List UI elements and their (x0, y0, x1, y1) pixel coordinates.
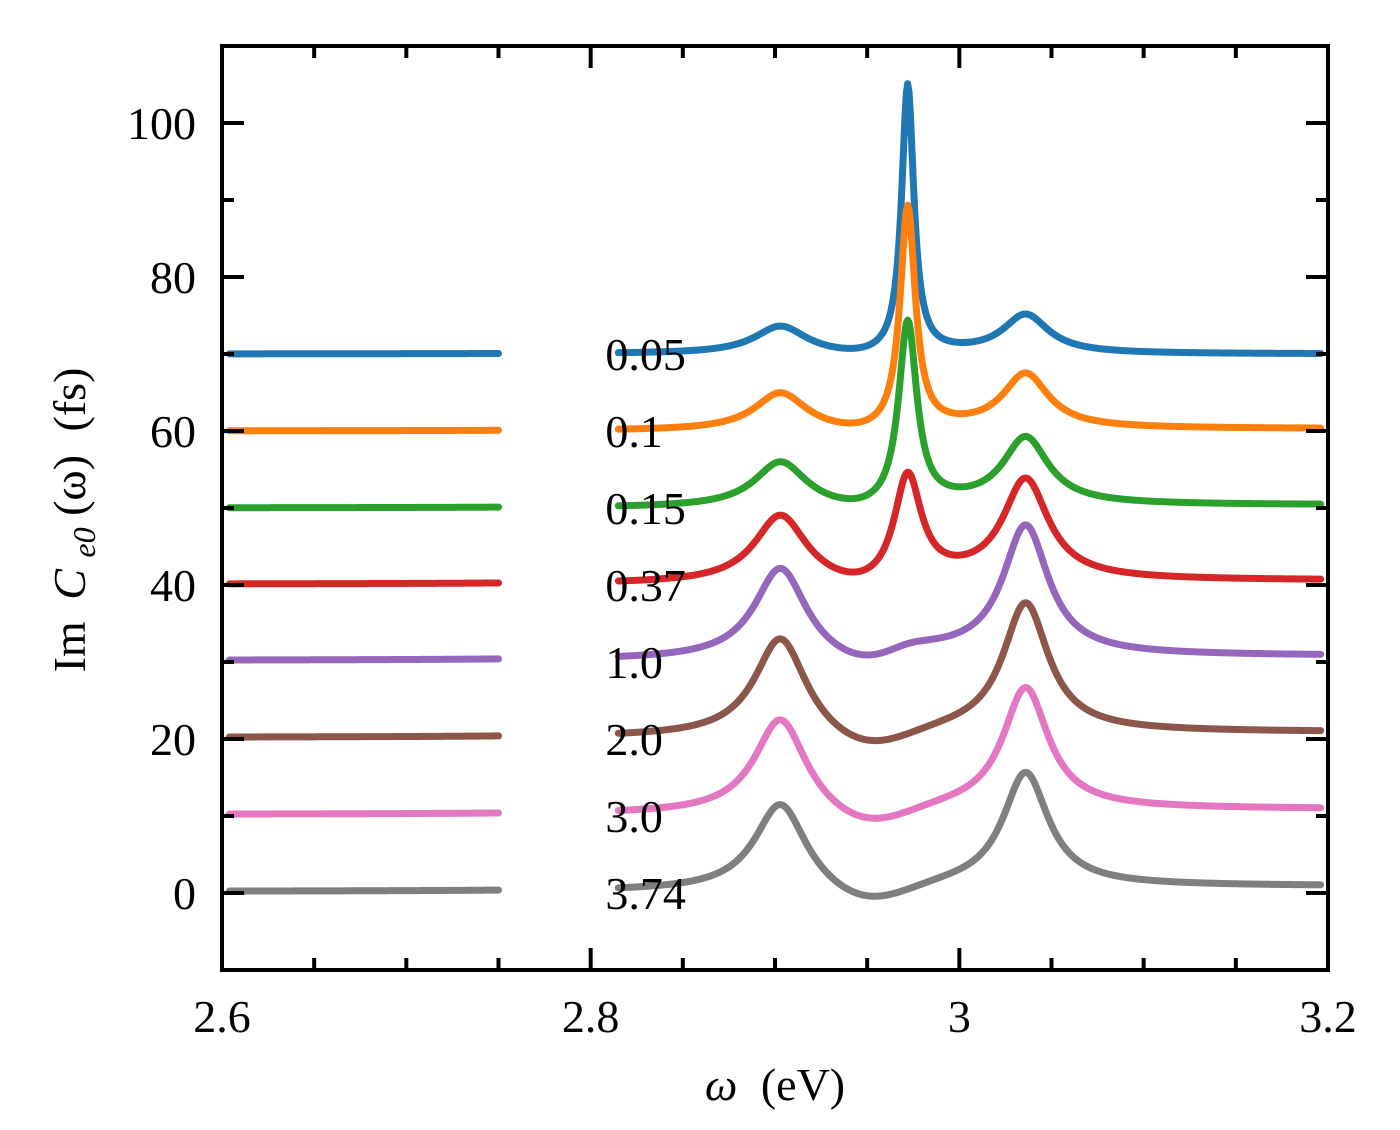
y-tick-label: 60 (150, 406, 196, 457)
series-label: 3.74 (605, 868, 686, 919)
y-axis-unit: (fs) (44, 368, 95, 432)
y-tick-label: 0 (173, 868, 196, 919)
series-label: 2.0 (605, 714, 663, 765)
series-label: 0.1 (605, 406, 663, 457)
x-tick-label: 2.6 (193, 991, 251, 1042)
series-line (225, 468, 1325, 588)
y-tick-label: 100 (127, 98, 196, 149)
y-tick-label: 40 (150, 560, 196, 611)
series-label: 1.0 (605, 637, 663, 688)
series-line (225, 201, 1325, 435)
series-label: 3.0 (605, 791, 663, 842)
x-tick-label: 3.2 (1299, 991, 1357, 1042)
x-tick-label: 3 (948, 991, 971, 1042)
tick-layer: 2.6 2.8 3 3.2 0 20 40 60 80 100 (127, 46, 1357, 1042)
series-label: 0.15 (605, 483, 686, 534)
series-line (225, 80, 1325, 358)
x-axis-unit: (eV) (761, 1059, 845, 1110)
series-line (225, 768, 1325, 900)
series-label: 0.37 (605, 560, 686, 611)
y-axis-symbol: C (44, 568, 95, 600)
x-tick-label: 2.8 (562, 991, 620, 1042)
series-label-layer: 0.05 0.1 0.15 0.37 1.0 2.0 3.0 3.74 (605, 329, 686, 919)
series-line (225, 684, 1325, 822)
y-axis-prefix: Im (44, 621, 95, 672)
series-label: 0.05 (605, 329, 686, 380)
series-line (225, 316, 1325, 512)
series-layer (225, 80, 1325, 900)
series-line (225, 599, 1325, 745)
x-axis-title: ω (eV) (705, 1059, 845, 1110)
series-line (225, 521, 1325, 664)
y-axis-subscript: e0 (66, 527, 102, 557)
y-axis-argument: (ω) (44, 455, 95, 516)
y-tick-label: 80 (150, 252, 196, 303)
y-axis-title: Im C e0 (ω) (fs) (44, 368, 105, 673)
plot-frame (220, 44, 1330, 972)
y-tick-label: 20 (150, 714, 196, 765)
x-axis-symbol: ω (705, 1059, 737, 1110)
